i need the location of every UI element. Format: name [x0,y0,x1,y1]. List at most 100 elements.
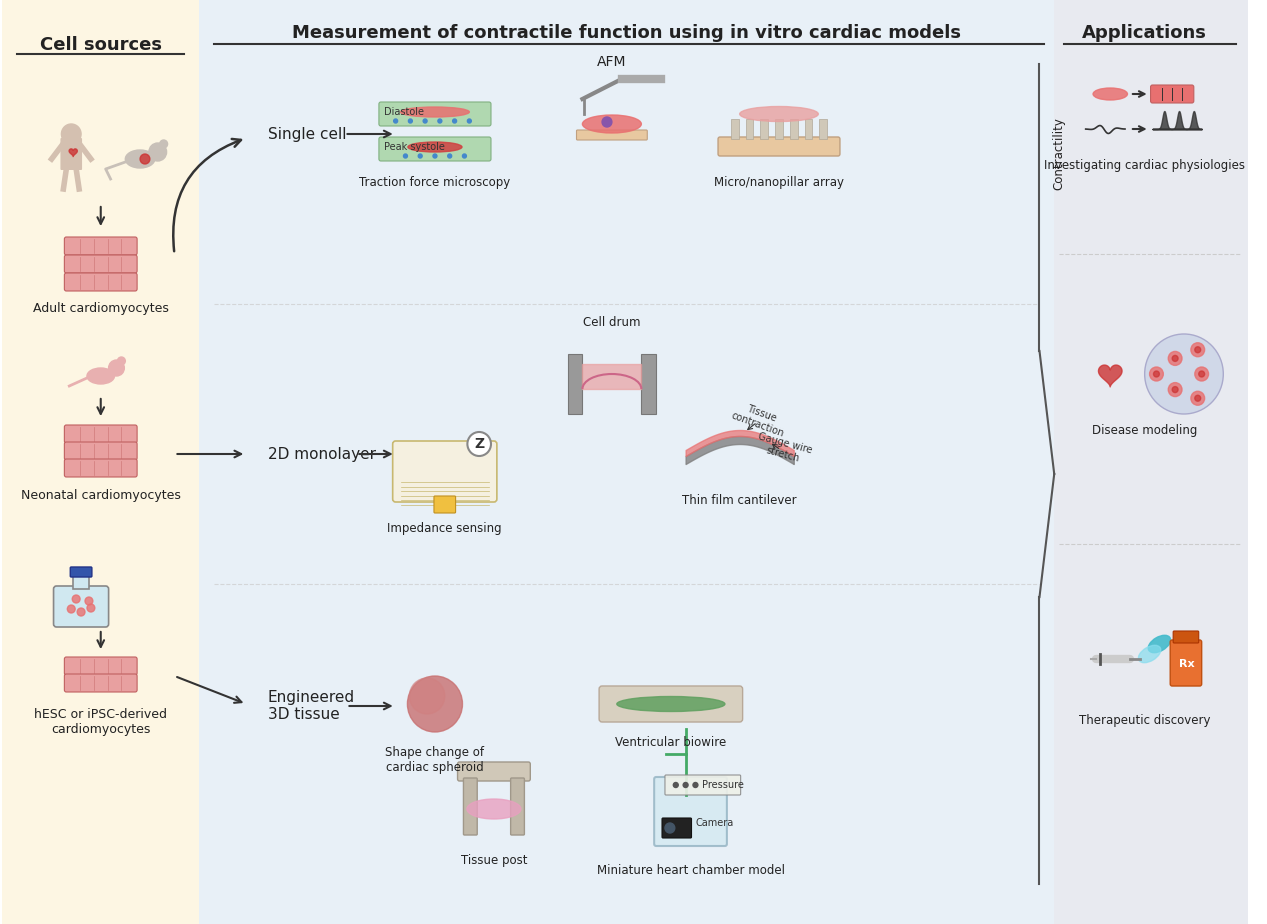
FancyBboxPatch shape [3,0,199,924]
Polygon shape [1098,365,1123,387]
FancyBboxPatch shape [731,119,739,139]
Text: Shape change of
cardiac spheroid: Shape change of cardiac spheroid [385,746,484,774]
FancyBboxPatch shape [760,119,768,139]
Text: Applications: Applications [1082,24,1207,42]
FancyBboxPatch shape [775,119,783,139]
Circle shape [693,783,698,787]
Circle shape [150,143,166,161]
FancyBboxPatch shape [1054,0,1248,924]
FancyBboxPatch shape [457,762,531,781]
Text: Thin film cantilever: Thin film cantilever [683,494,797,507]
FancyBboxPatch shape [70,567,92,577]
FancyBboxPatch shape [65,425,137,443]
Text: Impedance sensing: Impedance sensing [388,522,502,535]
Ellipse shape [125,150,155,168]
Text: hESC or iPSC-derived
cardiomyocytes: hESC or iPSC-derived cardiomyocytes [34,708,167,736]
Circle shape [1191,343,1205,357]
Circle shape [468,432,492,456]
Circle shape [1153,371,1159,377]
Circle shape [118,357,125,365]
FancyBboxPatch shape [435,496,456,513]
Circle shape [1168,351,1182,365]
Circle shape [408,676,462,732]
Ellipse shape [1138,645,1161,663]
Circle shape [85,597,92,605]
Text: Tissue post: Tissue post [461,854,527,867]
Circle shape [468,119,471,123]
Circle shape [1172,386,1178,393]
Circle shape [160,140,167,148]
Circle shape [394,119,398,123]
FancyBboxPatch shape [1173,631,1199,643]
Text: Z: Z [474,437,484,451]
FancyBboxPatch shape [379,137,492,161]
Text: Cell sources: Cell sources [39,36,162,54]
Text: Single cell: Single cell [267,127,346,141]
FancyBboxPatch shape [65,674,137,692]
Text: Rx: Rx [1180,659,1195,669]
Text: Traction force microscopy: Traction force microscopy [360,176,511,189]
FancyBboxPatch shape [393,441,497,502]
FancyBboxPatch shape [511,778,525,835]
Circle shape [409,678,445,714]
FancyBboxPatch shape [379,102,492,126]
Circle shape [61,124,81,144]
Ellipse shape [468,799,521,819]
FancyBboxPatch shape [65,255,137,273]
FancyBboxPatch shape [73,574,89,589]
Circle shape [408,119,412,123]
Circle shape [1199,371,1205,377]
Ellipse shape [400,107,469,117]
Circle shape [87,604,95,612]
FancyBboxPatch shape [641,354,656,414]
Circle shape [67,605,75,613]
Text: Miniature heart chamber model: Miniature heart chamber model [597,864,784,877]
Circle shape [423,119,427,123]
FancyBboxPatch shape [464,778,478,835]
Circle shape [418,154,422,158]
Text: Investigating cardiac physiologies: Investigating cardiac physiologies [1044,159,1245,172]
FancyBboxPatch shape [820,119,827,139]
FancyBboxPatch shape [65,657,137,675]
FancyBboxPatch shape [789,119,798,139]
FancyBboxPatch shape [745,119,754,139]
Text: Measurement of contractile function using in vitro cardiac models: Measurement of contractile function usin… [293,24,962,42]
Polygon shape [70,149,77,156]
Circle shape [1144,334,1224,414]
Circle shape [141,154,150,164]
Circle shape [447,154,451,158]
Text: Engineered
3D tissue: Engineered 3D tissue [267,690,355,723]
FancyBboxPatch shape [65,442,137,460]
Ellipse shape [1093,88,1128,100]
FancyBboxPatch shape [718,137,840,156]
FancyBboxPatch shape [599,686,742,722]
Circle shape [1195,346,1201,353]
FancyBboxPatch shape [65,273,137,291]
Circle shape [452,119,456,123]
Circle shape [1195,395,1201,401]
Circle shape [462,154,466,158]
Circle shape [72,595,80,603]
Text: Cell drum: Cell drum [583,316,641,329]
FancyBboxPatch shape [805,119,812,139]
Text: Adult cardiomyocytes: Adult cardiomyocytes [33,302,169,315]
FancyBboxPatch shape [654,777,727,846]
FancyBboxPatch shape [199,0,1054,924]
Circle shape [433,154,437,158]
FancyBboxPatch shape [1150,85,1194,103]
FancyBboxPatch shape [53,586,109,627]
Circle shape [1191,391,1205,406]
Text: Neonatal cardiomyocytes: Neonatal cardiomyocytes [20,489,181,502]
Circle shape [438,119,442,123]
Text: Ventricular biowire: Ventricular biowire [616,736,726,749]
Text: Diastole: Diastole [384,107,424,117]
Text: Therapeutic discovery: Therapeutic discovery [1079,714,1210,727]
FancyBboxPatch shape [576,130,647,140]
Text: Tissue
contraction: Tissue contraction [730,399,789,439]
Ellipse shape [1148,636,1171,652]
Circle shape [602,117,612,127]
Text: 2D monolayer: 2D monolayer [267,446,376,461]
Ellipse shape [583,115,641,133]
Text: AFM: AFM [597,55,627,69]
Circle shape [403,154,408,158]
